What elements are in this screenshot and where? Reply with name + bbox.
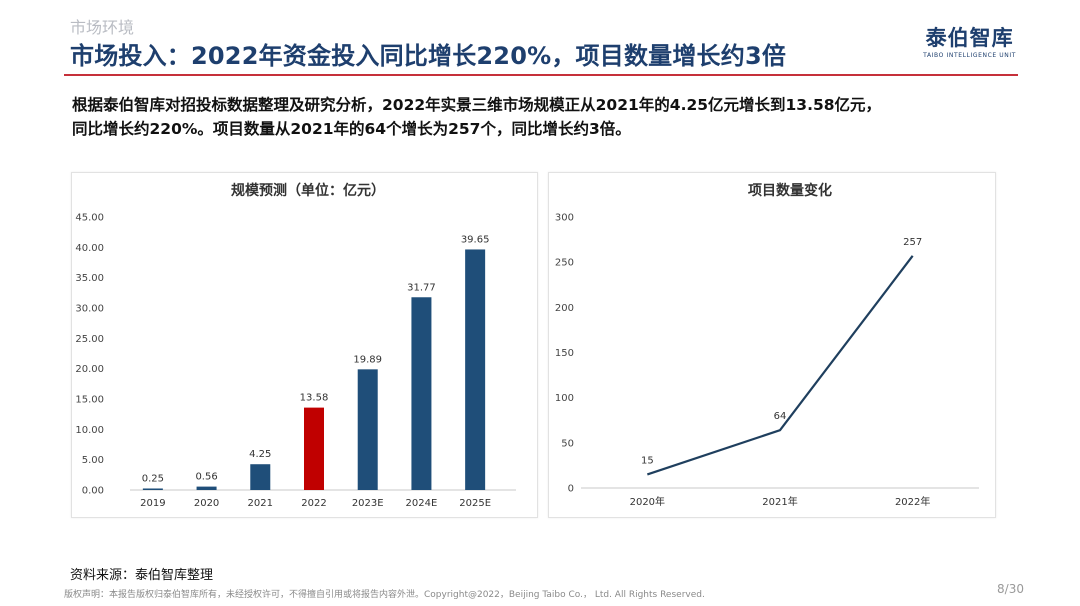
bar	[357, 369, 378, 490]
title-divider	[64, 74, 1018, 76]
y-tick-label: 100	[555, 393, 574, 404]
bar-chart: 规模预测（单位：亿元） 0.00 5.00 10.00 15.00 20.00 25.00 3…	[75, 182, 516, 509]
page-title: 市场投入：2022年资金投入同比增长220%，项目数量增长约3倍	[70, 42, 787, 70]
x-tick-label: 2021年	[762, 495, 797, 508]
y-tick-label: 0	[568, 484, 574, 495]
bar-value-label: 39.65	[461, 234, 490, 245]
data-label: 64	[774, 411, 787, 422]
bar-value-label: 4.25	[249, 449, 271, 460]
series-line	[646, 255, 914, 476]
bar-value-label: 19.89	[353, 354, 382, 365]
y-tick-label: 45.00	[75, 213, 104, 224]
y-tick-label: 200	[555, 303, 574, 314]
y-tick-label: 150	[555, 348, 574, 359]
x-tick-label: 2021	[248, 498, 273, 509]
y-tick-label: 30.00	[75, 304, 104, 315]
brand-name-en: TAIBO INTELLIGENCE UNIT	[923, 52, 1016, 59]
x-tick-label: 2023E	[352, 498, 384, 509]
y-tick-label: 50	[561, 438, 574, 449]
bar	[411, 297, 432, 490]
y-tick-label: 20.00	[75, 364, 104, 375]
summary-line-1: 根据泰伯智库对招投标数据整理及研究分析，2022年实景三维市场规模正从2021年…	[72, 96, 882, 114]
chart-title: 规模预测（单位：亿元）	[231, 182, 385, 199]
y-tick-label: 10.00	[75, 425, 104, 436]
brand-logo: 泰伯智库 TAIBO INTELLIGENCE UNIT	[923, 22, 1016, 59]
y-tick-label: 15.00	[75, 395, 104, 406]
x-tick-label: 2019	[140, 498, 165, 509]
bar	[304, 407, 324, 490]
data-label: 257	[903, 237, 922, 248]
y-tick-label: 40.00	[75, 243, 104, 254]
bar	[250, 464, 271, 490]
x-tick-label: 2020	[194, 498, 219, 509]
summary-line-2: 同比增长约220%。项目数量从2021年的64个增长为257个，同比增长约3倍。	[72, 120, 631, 138]
y-tick-label: 25.00	[75, 334, 104, 345]
bar-value-label: 31.77	[407, 282, 436, 293]
section-label: 市场环境	[70, 18, 135, 37]
bar-chart-panel: 规模预测（单位：亿元） 0.00 5.00 10.00 15.00 20.00 25.00 3…	[71, 172, 538, 518]
chart-title: 项目数量变化	[748, 182, 832, 199]
bar-value-label: 0.56	[195, 472, 217, 483]
data-label: 15	[641, 455, 654, 466]
copyright-note: 版权声明：本报告版权归泰伯智库所有，未经授权许可，不得擅自引用或将报告内容外泄。…	[64, 590, 705, 600]
bar	[142, 488, 163, 490]
brand-name-cn: 泰伯智库	[925, 26, 1014, 50]
x-tick-label: 2022	[301, 498, 326, 509]
x-tick-label: 2024E	[406, 498, 438, 509]
bar	[196, 486, 217, 490]
line-chart-panel: 项目数量变化 0 50 100 150 200 250 300 15 2020年 64 2021年 25…	[548, 172, 996, 518]
y-tick-label: 0.00	[82, 486, 104, 497]
y-tick-label: 300	[555, 213, 574, 224]
source-note: 资料来源：泰伯智库整理	[70, 568, 214, 583]
y-tick-label: 35.00	[75, 273, 104, 284]
x-tick-label: 2022年	[895, 495, 930, 508]
y-tick-label: 5.00	[82, 455, 104, 466]
y-tick-label: 250	[555, 258, 574, 269]
bar-value-label: 13.58	[300, 393, 329, 404]
bar	[465, 249, 486, 490]
bar-value-label: 0.25	[142, 473, 164, 484]
page-number: 8/30	[997, 582, 1024, 596]
x-tick-label: 2020年	[630, 495, 665, 508]
summary-text: 根据泰伯智库对招投标数据整理及研究分析，2022年实景三维市场规模正从2021年…	[72, 93, 1012, 141]
x-tick-label: 2025E	[459, 498, 491, 509]
line-chart: 项目数量变化 0 50 100 150 200 250 300 15 2020年 64 2021年 25…	[555, 182, 979, 508]
